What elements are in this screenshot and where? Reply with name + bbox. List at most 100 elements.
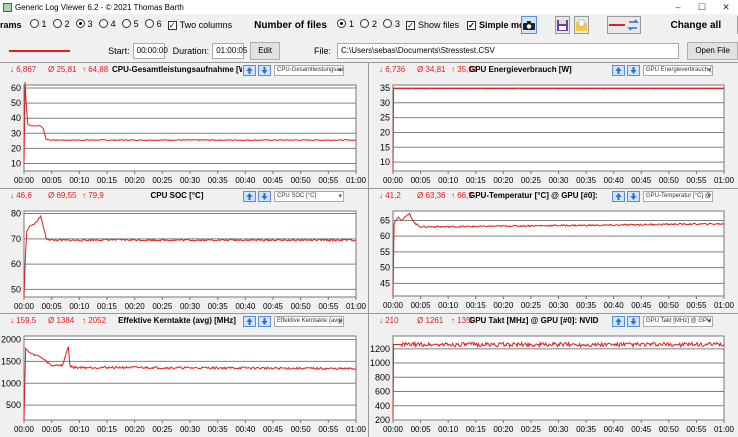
columns-option-4[interactable]: 4 (98, 19, 116, 29)
series-up-button[interactable] (243, 65, 256, 76)
chart: 200 400 600 800 1000 1200 00:00 00:05 00:10 00:15… (370, 335, 735, 434)
arrow-down-icon (261, 193, 268, 200)
files-radio-2[interactable] (359, 19, 369, 29)
start-input[interactable]: 00:00:00 (132, 43, 168, 59)
chart-title: CPU SOC [°C] (150, 191, 204, 200)
two-columns-option[interactable]: ✓ Two columns (167, 20, 232, 30)
y-tick-label: 2000 (1, 335, 21, 345)
edit-button[interactable]: Edit (250, 42, 280, 60)
series-select[interactable]: GPU-Temperatur [°C] @ G (643, 191, 713, 202)
columns-radio-1[interactable] (29, 19, 39, 29)
series-up-button[interactable] (243, 191, 256, 202)
max-value: ↑ 2052 (82, 316, 107, 325)
series-down-button[interactable] (258, 65, 271, 76)
files-option-3[interactable]: 3 (382, 19, 400, 29)
files-option-1[interactable]: 1 (336, 19, 354, 29)
y-tick-label: 1200 (370, 344, 390, 354)
series-up-button[interactable] (612, 191, 625, 202)
series-select[interactable]: Effektive Kerntakte (avg) [ (274, 316, 344, 327)
x-tick-label: 00:00 (383, 301, 404, 310)
x-tick-label: 00:10 (438, 425, 459, 434)
series-down-button[interactable] (627, 316, 640, 327)
columns-option-3[interactable]: 3 (75, 19, 93, 29)
line-style-button[interactable] (606, 16, 641, 34)
save-button[interactable] (554, 16, 570, 34)
x-tick-label: 00:55 (318, 302, 339, 311)
series-select[interactable]: CPU-Gesamtleistungsauf (274, 65, 344, 76)
x-tick-label: 00:55 (686, 176, 707, 185)
y-tick-label: 20 (380, 127, 390, 137)
screenshot-button[interactable] (520, 16, 537, 34)
columns-radio-4[interactable] (98, 19, 108, 29)
x-tick-label: 00:20 (125, 302, 146, 311)
x-tick-label: 00:45 (263, 302, 284, 311)
arrow-down-icon (630, 318, 637, 325)
series-select[interactable]: GPU Takt [MHz] @ GPU [# (643, 316, 713, 327)
series-select[interactable]: GPU Energieverbrauch (W (643, 65, 713, 76)
two-columns-checkbox[interactable]: ✓ (167, 20, 177, 30)
x-tick-label: 00:40 (604, 301, 625, 310)
chart-header: ↓ 6,736 Ø 34,81 ↑ 35,01 GPU Energieverbrauc… (369, 65, 738, 78)
columns-radio-2[interactable] (52, 19, 62, 29)
maximize-button[interactable]: ☐ (697, 2, 707, 12)
y-tick-label: 15 (380, 142, 390, 152)
arrow-up-icon (246, 67, 253, 74)
y-tick-label: 500 (6, 400, 21, 410)
files-radio-3[interactable] (382, 19, 392, 29)
x-tick-label: 00:50 (291, 425, 312, 434)
x-tick-label: 00:50 (659, 301, 680, 310)
series-line (392, 87, 724, 172)
series-up-button[interactable] (612, 65, 625, 76)
simple-mode-option[interactable]: ✓ Simple mo (467, 20, 525, 30)
duration-input[interactable]: 01:00:05 (212, 43, 247, 59)
x-tick-label: 00:50 (291, 302, 312, 311)
x-tick-label: 00:40 (604, 176, 625, 185)
chart-header: ↓ 159,5 Ø 1384 ↑ 2052 Effektive Kerntakte (… (0, 316, 368, 329)
series-select[interactable]: CPU SOC [°C] (274, 191, 344, 202)
columns-radio-6[interactable] (144, 19, 154, 29)
column-divider (368, 62, 369, 437)
columns-radio-5[interactable] (121, 19, 131, 29)
series-line (392, 212, 725, 297)
series-down-button[interactable] (258, 316, 271, 327)
plot-area (392, 210, 725, 297)
close-button[interactable]: ✕ (722, 2, 730, 12)
columns-option-5[interactable]: 5 (121, 19, 139, 29)
show-files-option[interactable]: ✓ Show files (405, 20, 459, 30)
series-down-button[interactable] (627, 65, 640, 76)
arrow-up-icon (246, 193, 253, 200)
file-path-input[interactable]: C:\Users\sebas\Documents\Stresstest.CSV (337, 43, 680, 59)
files-option-2[interactable]: 2 (359, 18, 377, 29)
chart-title: GPU-Temperatur [°C] @ GPU [#0]: NVIDIA G (469, 191, 599, 200)
open-file-button[interactable]: Open File (687, 42, 738, 60)
minimize-button[interactable]: – (675, 2, 681, 12)
x-tick-label: 00:45 (631, 425, 652, 434)
columns-option-2[interactable]: 2 (52, 19, 70, 29)
series-down-button[interactable] (627, 191, 640, 202)
x-tick-label: 00:35 (208, 176, 229, 185)
min-value: ↓ 6,736 (379, 65, 406, 74)
series-down-button[interactable] (258, 191, 271, 202)
files-radio-label: 2 (371, 18, 377, 29)
simple-mode-checkbox[interactable]: ✓ (467, 20, 477, 30)
y-tick-label: 65 (380, 215, 390, 225)
y-tick-label: 80 (11, 209, 21, 219)
columns-option-1[interactable]: 1 (29, 18, 47, 29)
chart-panel-1: ↓ 6,867 Ø 25,81 ↑ 64,88 CPU-Gesamtleistungs… (0, 62, 368, 188)
plot-area (392, 84, 725, 172)
columns-radio-label: 1 (41, 18, 47, 29)
x-tick-label: 00:00 (383, 425, 404, 434)
columns-option-6[interactable]: 6 (144, 19, 162, 29)
files-radio-1[interactable] (336, 19, 346, 29)
x-tick-label: 00:50 (291, 176, 312, 185)
series-up-button[interactable] (243, 316, 256, 327)
series-up-button[interactable] (612, 316, 625, 327)
arrow-down-icon (261, 318, 268, 325)
avg-value: Ø 34,81 (417, 65, 446, 74)
show-files-checkbox[interactable]: ✓ (405, 20, 415, 30)
max-value: ↑ 64,88 (82, 65, 109, 74)
open-folder-button[interactable] (573, 16, 589, 34)
x-tick-label: 00:15 (97, 425, 118, 434)
columns-radio-3[interactable] (75, 19, 85, 29)
arrow-down-icon (630, 193, 637, 200)
